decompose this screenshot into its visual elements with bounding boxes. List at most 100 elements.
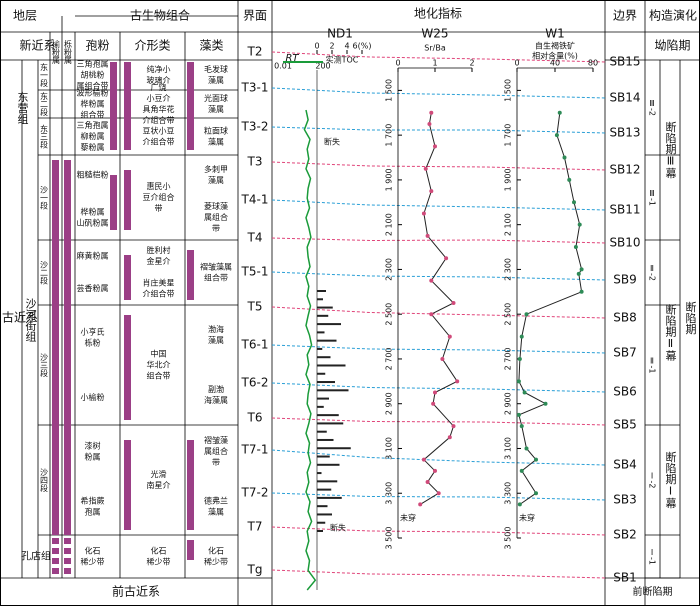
rt-tick: 0.01 <box>274 62 292 71</box>
boundary: SB1 <box>613 571 636 585</box>
boundary: SB10 <box>609 236 640 250</box>
well-point <box>455 379 460 384</box>
x-tick: 80 <box>588 59 598 68</box>
ostracod: 金星介 <box>147 256 171 266</box>
well-point <box>431 401 436 406</box>
well-point <box>573 245 578 250</box>
interface: T7-2 <box>241 486 269 500</box>
algae: 组合带 <box>204 273 228 283</box>
h-tectonic: 构造演化 <box>649 8 697 23</box>
toc-bar <box>317 480 338 483</box>
toc-bar <box>317 339 337 342</box>
well-point <box>576 271 581 276</box>
interface: Tg <box>247 563 263 577</box>
ostracod: 肖庄美星 <box>143 278 175 288</box>
rt-tick: 200 <box>315 62 330 71</box>
toc-bar <box>317 472 322 475</box>
algae: 藻属 <box>208 137 224 147</box>
spore: 小亨氏 <box>81 327 105 337</box>
range-bar <box>64 160 71 535</box>
toc-bar <box>317 496 342 499</box>
correlation <box>271 449 606 466</box>
spore: 希指蕨 <box>81 496 105 506</box>
well-point <box>423 166 428 171</box>
well-xlabel: 相对含量(%) <box>532 51 578 61</box>
spore: 稀少带 <box>81 557 105 567</box>
h-ulmi: 榆粉属 <box>52 39 61 65</box>
spore: 粗糙桤粉 <box>77 170 109 180</box>
interface: T5 <box>247 300 263 314</box>
toc-bar <box>317 530 323 532</box>
interface: T4-1 <box>241 193 269 207</box>
boundary: SB7 <box>613 346 636 360</box>
ostracod: 介组合带 <box>143 137 175 147</box>
ostracod: 胜利村 <box>147 245 171 255</box>
well-point <box>447 435 452 440</box>
algae: 藻属 <box>208 104 224 114</box>
member: 东一段 <box>40 62 49 88</box>
ostracod: 华北介 <box>147 360 171 370</box>
h-querc: 栎粉属 <box>64 39 73 65</box>
toc-tick: 0 <box>314 42 319 51</box>
toc-bar <box>317 438 334 441</box>
toc-bar <box>317 290 326 292</box>
boundary: SB4 <box>613 458 636 472</box>
well-point <box>425 480 430 485</box>
spore: 藜粉属 <box>81 142 105 152</box>
ostracod: 小豆介 <box>147 94 171 103</box>
well-curve <box>518 112 583 505</box>
toc-bar <box>317 314 329 317</box>
member: 沙二段 <box>40 261 49 286</box>
member: 东二段 <box>40 91 49 117</box>
spore: 化石 <box>85 546 101 556</box>
algae: 属组合 <box>204 446 228 456</box>
boundary: SB5 <box>613 418 636 432</box>
algae: 多刺甲 <box>204 164 228 174</box>
correlation <box>271 344 606 354</box>
well-point <box>519 334 524 339</box>
nd1-title: ND1 <box>327 27 353 41</box>
member: 沙三段 <box>40 353 49 378</box>
toc-bar <box>317 397 329 400</box>
algae: 菱球藻 <box>204 201 228 211</box>
well-point <box>579 289 584 294</box>
spore: 粉属 <box>85 452 101 462</box>
spore: 小榆粉 <box>81 392 105 402</box>
well-point <box>567 177 572 182</box>
boundary: SB3 <box>613 493 636 507</box>
well-xlabel: Sr/Ba <box>424 44 446 53</box>
boundary: SB8 <box>613 311 636 325</box>
tectonic: 前断陷期 <box>633 585 673 598</box>
formation: 东营组 <box>16 91 29 124</box>
interface: T2 <box>247 45 263 59</box>
ostracod: 介组合带 <box>143 289 175 299</box>
interface: T6 <box>247 411 263 425</box>
depth-tick: 1 900 <box>385 168 394 191</box>
range-bar <box>124 170 131 230</box>
depth-tick: 2 100 <box>385 213 394 236</box>
well-point <box>440 356 445 361</box>
stage: Ⅲ-2 <box>648 99 657 116</box>
well-point <box>429 312 434 317</box>
interface: T6-1 <box>241 338 269 352</box>
interface: T3-2 <box>241 120 269 134</box>
well-point <box>522 390 527 395</box>
stage: Ⅱ-2 <box>648 264 657 281</box>
h-algae: 藻类 <box>199 39 223 53</box>
toc-bar <box>317 414 339 417</box>
well-point <box>429 189 434 194</box>
x-tick: 0 <box>514 59 519 68</box>
algae: 德弗兰 <box>204 496 228 506</box>
correlation <box>271 199 606 211</box>
spore: 桦粉属 <box>81 207 105 217</box>
interface: T6-2 <box>241 376 269 390</box>
depth-tick: 3 500 <box>504 527 513 550</box>
well-point <box>516 412 521 417</box>
lost: 断失 <box>324 137 340 147</box>
correlation <box>271 51 606 63</box>
stage: Ⅲ-1 <box>648 189 657 206</box>
x-tick: 1 <box>432 59 437 68</box>
toc-bar <box>317 389 349 392</box>
toc-bar <box>317 505 328 508</box>
